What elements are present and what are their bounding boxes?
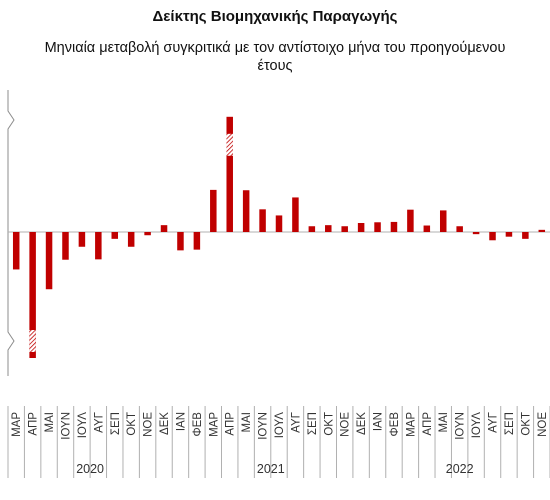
bar bbox=[111, 232, 119, 239]
bar bbox=[456, 226, 463, 232]
bar bbox=[177, 232, 184, 251]
x-tick-label: ΝΟΕ bbox=[537, 412, 549, 437]
bar bbox=[275, 215, 283, 232]
bar bbox=[226, 116, 233, 232]
x-tick-label: ΙΑΝ bbox=[373, 412, 385, 431]
bar bbox=[242, 190, 250, 232]
bar bbox=[144, 232, 151, 236]
bar bbox=[160, 225, 168, 232]
chart-title: Δείκτης Βιομηχανικής Παραγωγής bbox=[152, 8, 398, 25]
x-tick-label: ΝΟΕ bbox=[143, 412, 155, 437]
bar bbox=[62, 232, 69, 260]
x-tick-label: ΙΟΥΛ bbox=[274, 412, 286, 439]
x-tick-label: ΙΑΝ bbox=[175, 412, 187, 431]
x-tick-label: ΑΥΓ bbox=[93, 411, 105, 432]
x-tick-label: ΝΟΕ bbox=[340, 412, 352, 437]
bar bbox=[357, 223, 365, 232]
x-tick-label: ΙΟΥΝ bbox=[60, 412, 72, 440]
x-tick-label: ΣΕΠ bbox=[504, 412, 516, 435]
bar bbox=[78, 232, 86, 247]
x-tick-label: ΜΑΡ bbox=[208, 412, 220, 437]
bar bbox=[341, 226, 348, 232]
x-tick-label: ΦΕΒ bbox=[389, 412, 401, 437]
x-tick-label: ΙΟΥΛ bbox=[471, 412, 483, 439]
year-group-label: 2021 bbox=[257, 462, 285, 476]
year-group-label: 2020 bbox=[76, 462, 104, 476]
bar bbox=[407, 209, 414, 232]
x-tick-label: ΙΟΥΛ bbox=[77, 412, 89, 439]
x-tick-label: ΑΠΡ bbox=[225, 412, 237, 436]
x-tick-label: ΟΚΤ bbox=[520, 412, 532, 436]
bar bbox=[308, 226, 316, 232]
x-tick-label: ΣΕΠ bbox=[307, 412, 319, 435]
x-tick-label: ΜΑΙ bbox=[438, 412, 450, 432]
x-tick-label: ΜΑΙ bbox=[44, 412, 56, 432]
value-axis bbox=[7, 90, 15, 376]
bar bbox=[292, 197, 299, 232]
bar-layer bbox=[12, 116, 546, 358]
bar bbox=[193, 232, 201, 250]
bar bbox=[423, 225, 431, 232]
bar-break-marker bbox=[226, 133, 233, 156]
x-tick-label: ΙΟΥΝ bbox=[258, 412, 270, 440]
x-tick-label: ΑΠΡ bbox=[422, 412, 434, 436]
bar bbox=[127, 232, 135, 247]
bar bbox=[489, 232, 496, 241]
bar bbox=[374, 222, 381, 232]
bar bbox=[45, 232, 53, 290]
bar-break-marker bbox=[29, 330, 36, 352]
x-tick-label: ΟΚΤ bbox=[126, 412, 138, 436]
x-tick-label: ΔΕΚ bbox=[159, 412, 171, 435]
x-tick-label: ΜΑΡ bbox=[11, 412, 23, 437]
x-tick-label: ΙΟΥΝ bbox=[455, 412, 467, 440]
axis-layer bbox=[7, 90, 550, 478]
x-tick-label: ΔΕΚ bbox=[356, 412, 368, 435]
bar bbox=[12, 232, 20, 270]
year-group-label: 2022 bbox=[446, 462, 474, 476]
x-tick-label: ΟΚΤ bbox=[323, 412, 335, 436]
bar bbox=[538, 229, 546, 232]
label-layer: ΜΑΡ ΑΠΡ ΜΑΙ ΙΟΥΝ ΙΟΥΛ ΑΥΓ ΣΕΠ ΟΚΤ ΝΟΕ ΔΕΚ ΙΑΝ ΦΕΒ ΜΑ… bbox=[11, 411, 549, 476]
bar bbox=[439, 210, 447, 232]
x-tick-label: ΣΕΠ bbox=[110, 412, 122, 435]
bar bbox=[325, 225, 332, 232]
x-tick-label: ΦΕΒ bbox=[192, 412, 204, 437]
x-tick-label: ΑΥΓ bbox=[488, 411, 500, 432]
x-tick-label: ΜΑΡ bbox=[405, 412, 417, 437]
x-tick-label: ΜΑΙ bbox=[241, 412, 253, 432]
chart-subtitle: Μηνιαία μεταβολή συγκριτικά με τον αντίσ… bbox=[44, 40, 506, 74]
bar bbox=[259, 209, 266, 232]
bar bbox=[95, 232, 102, 260]
bar bbox=[390, 221, 398, 232]
bar bbox=[505, 232, 513, 237]
bar bbox=[522, 232, 529, 239]
bar bbox=[210, 189, 217, 232]
x-tick-label: ΑΥΓ bbox=[290, 411, 302, 432]
x-tick-label: ΑΠΡ bbox=[28, 412, 40, 436]
bar bbox=[472, 232, 480, 235]
bar bbox=[29, 232, 36, 358]
